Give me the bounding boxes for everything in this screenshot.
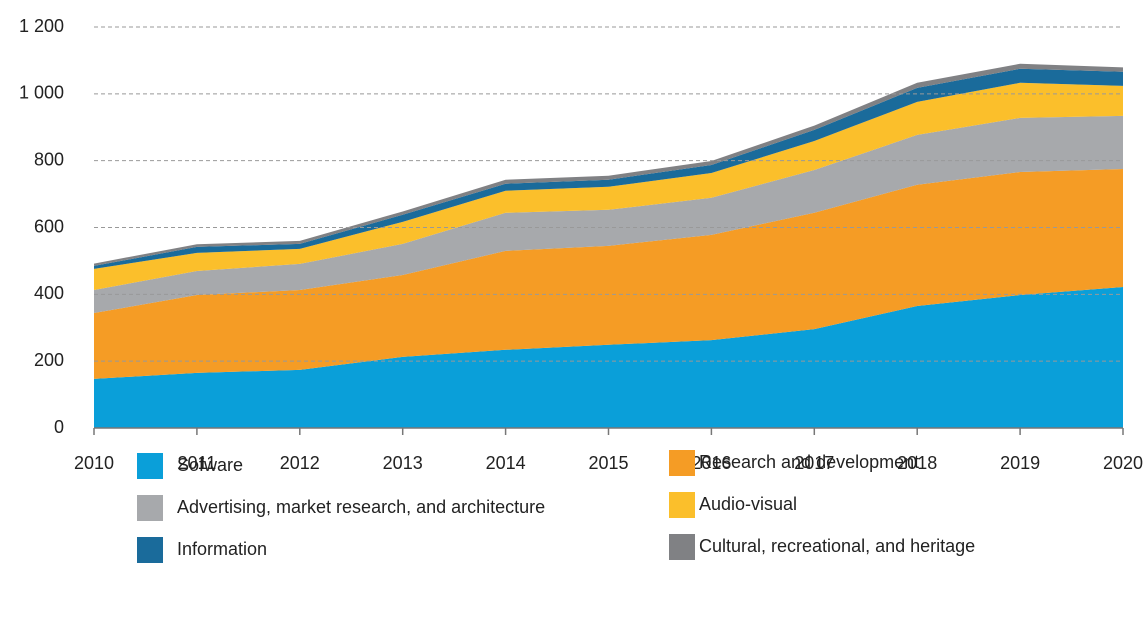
- area: [94, 286, 1123, 428]
- x-tick-label: 2012: [280, 453, 320, 473]
- x-tick-label: 2016: [691, 453, 731, 473]
- area: [94, 82, 1123, 290]
- x-tick-label: 2020: [1103, 453, 1143, 473]
- legend-label: Research and development: [699, 452, 919, 472]
- y-tick-label: 1 200: [19, 16, 64, 36]
- legend-swatch: [137, 495, 163, 521]
- y-tick-label: 600: [34, 216, 64, 236]
- area: [94, 169, 1123, 379]
- legend-swatch: [669, 534, 695, 560]
- area: [94, 68, 1123, 269]
- legend-swatch: [137, 537, 163, 563]
- x-tick-label: 2013: [383, 453, 423, 473]
- legend-label: Advertising, market research, and archit…: [177, 497, 545, 517]
- x-tick-label: 2017: [794, 453, 834, 473]
- x-tick-label: 2015: [588, 453, 628, 473]
- legend-swatch: [137, 453, 163, 479]
- y-tick-label: 800: [34, 149, 64, 169]
- x-tick-label: 2019: [1000, 453, 1040, 473]
- x-tick-label: 2014: [486, 453, 526, 473]
- y-tick-label: 200: [34, 350, 64, 370]
- x-tick-label: 2011: [178, 453, 217, 473]
- legend-label: Information: [177, 539, 267, 559]
- legend-label: Cultural, recreational, and heritage: [699, 536, 975, 556]
- y-tick-label: 0: [54, 417, 64, 437]
- legend-swatch: [669, 450, 695, 476]
- legend-swatch: [669, 492, 695, 518]
- legend-label: Audio-visual: [699, 494, 797, 514]
- x-tick-label: 2018: [897, 453, 937, 473]
- area: [94, 115, 1123, 314]
- y-tick-label: 400: [34, 283, 64, 303]
- x-tick-label: 2010: [74, 453, 114, 473]
- area: [94, 63, 1123, 266]
- y-tick-label: 1 000: [19, 83, 64, 103]
- legend-label: Sofware: [177, 455, 243, 475]
